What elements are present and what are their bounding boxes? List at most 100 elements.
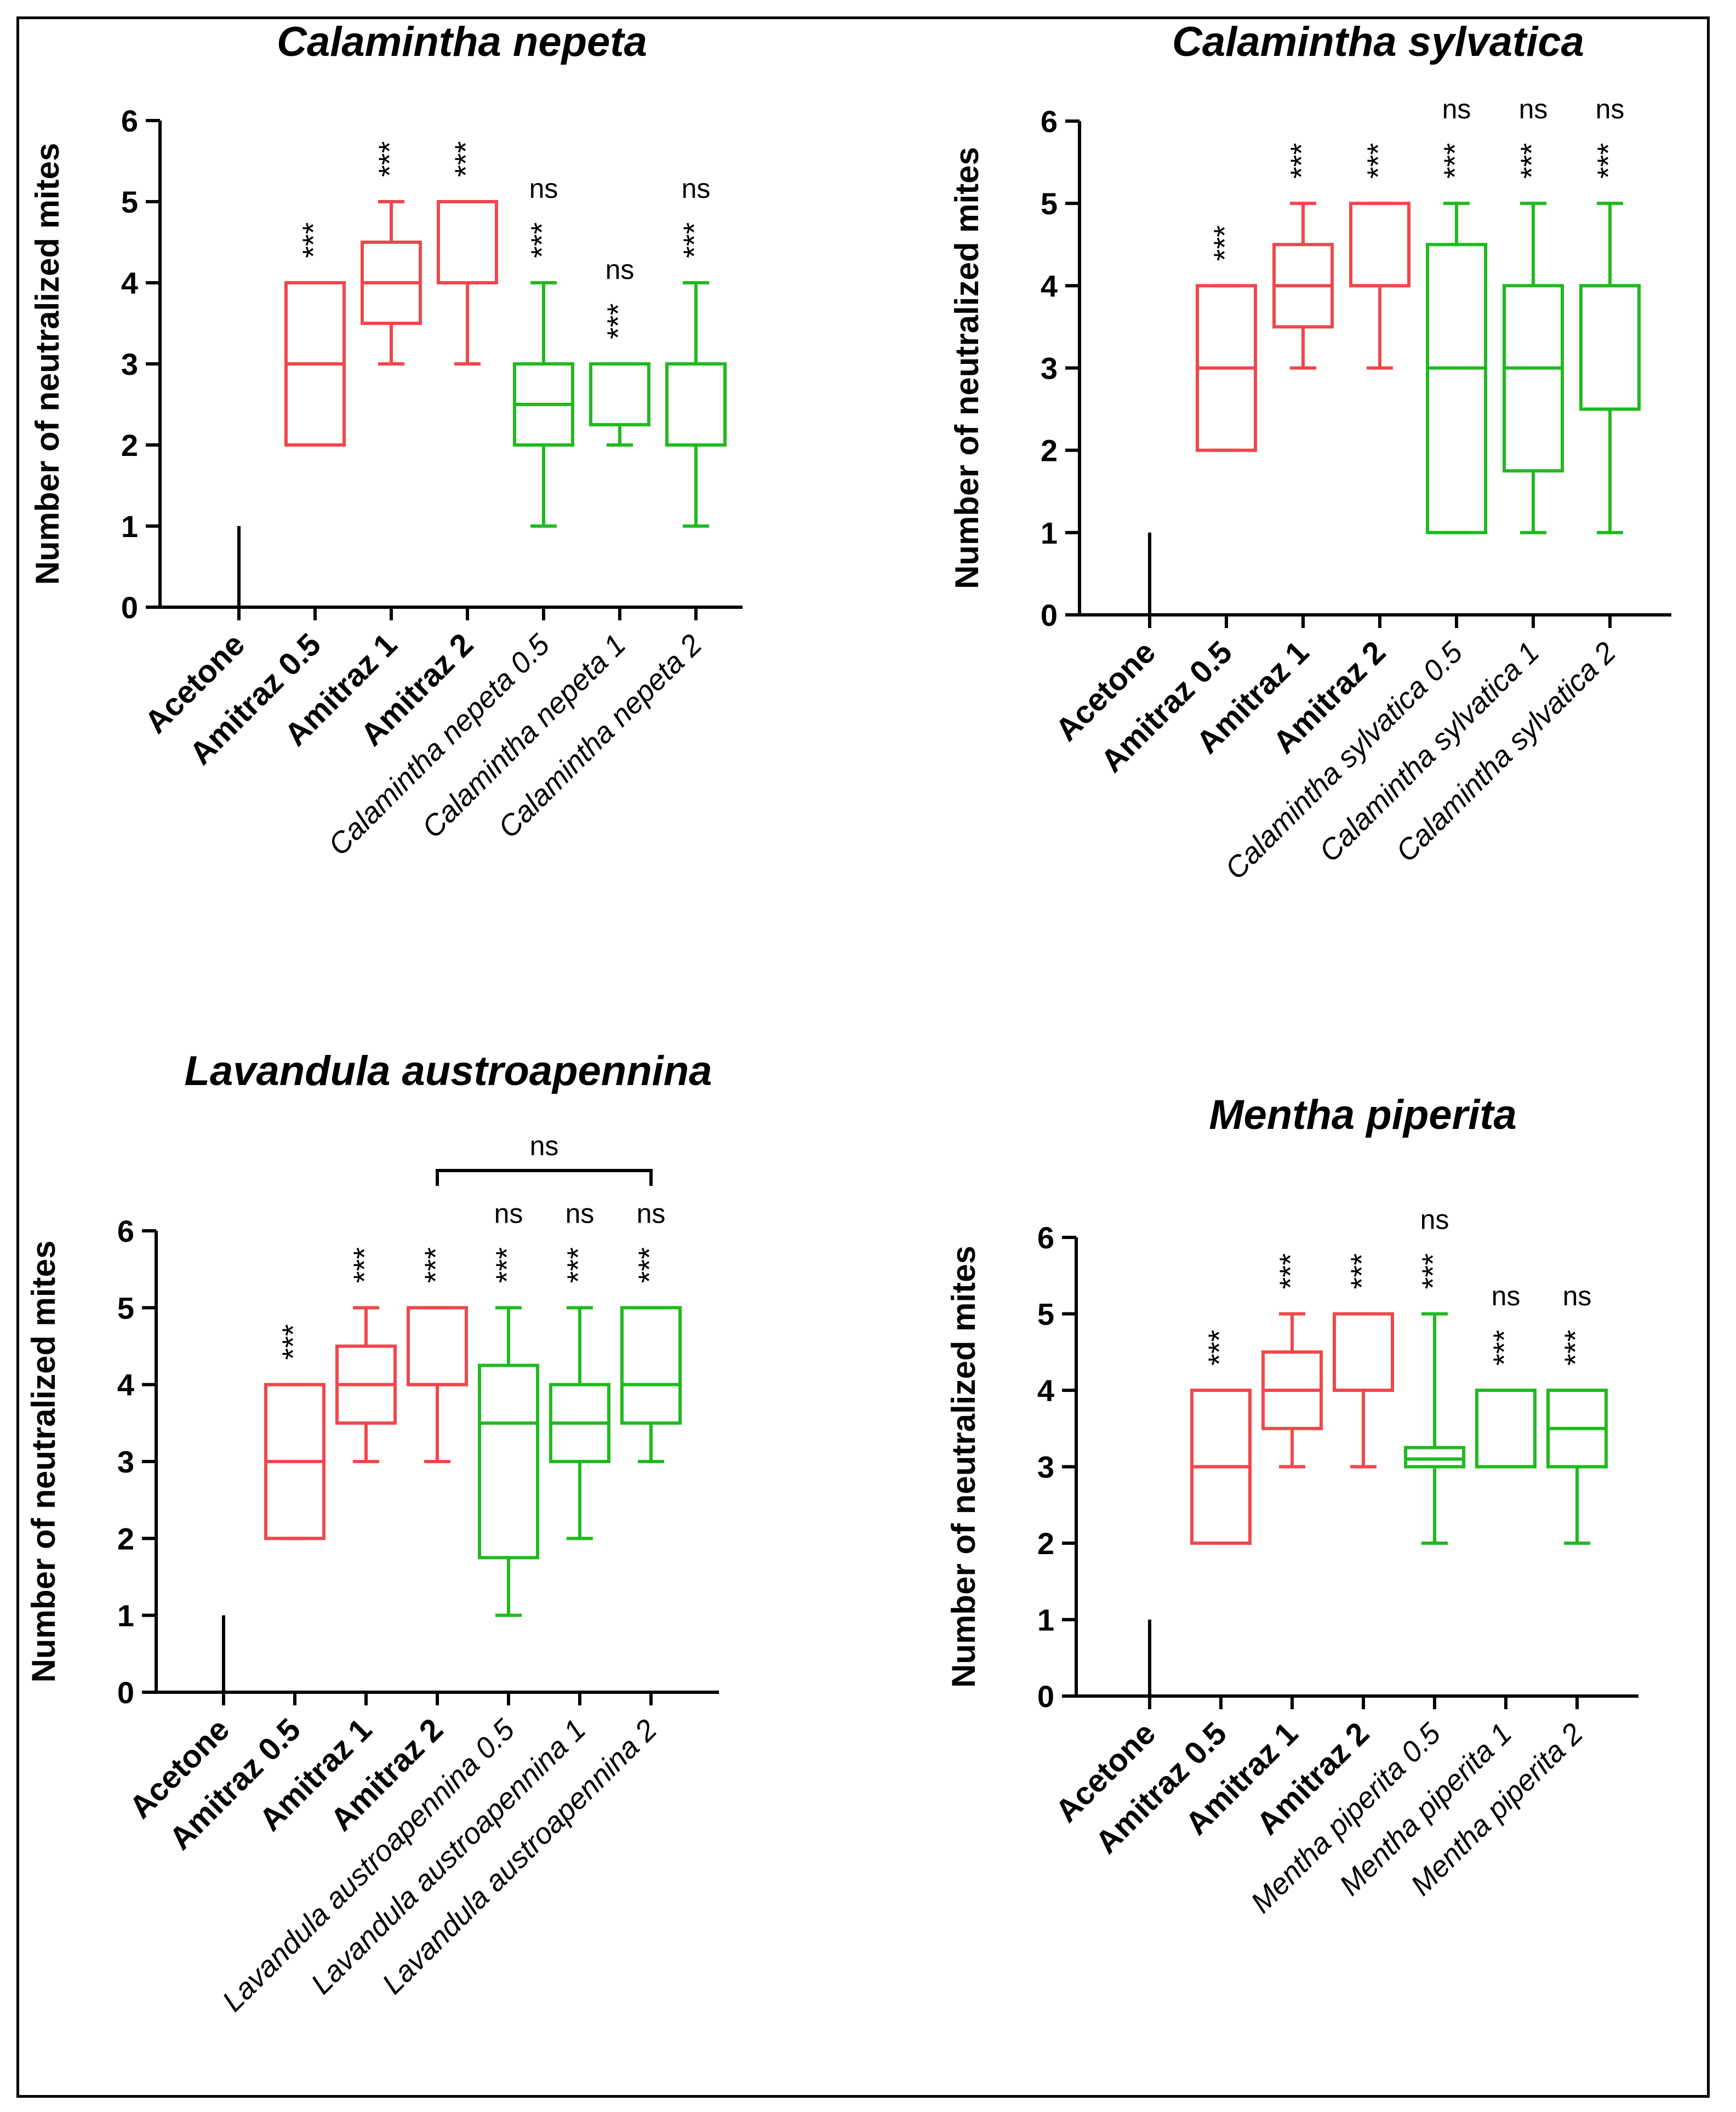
box-plot [478, 1306, 539, 1617]
chart-panel-1: Calamintha nepeta Number of neutralized m… [29, 19, 743, 862]
box-iqr [589, 362, 650, 426]
box-plot [1196, 284, 1257, 452]
significance-label: *** [1487, 1330, 1521, 1366]
comparison-note: ns [682, 173, 711, 204]
box-iqr [1333, 1312, 1394, 1392]
significance-label: *** [1273, 1253, 1307, 1289]
chart-title: Lavandula austroapennina [185, 1048, 712, 1094]
y-tick-label: 3 [1041, 351, 1058, 386]
significance-label: *** [1415, 1253, 1450, 1289]
box-iqr [1475, 1389, 1537, 1469]
significance-label: *** [1361, 143, 1395, 179]
box-plot [205, 1615, 242, 1694]
box-iqr [478, 1363, 539, 1560]
comparison-note: ns [606, 254, 635, 285]
y-tick-label: 1 [1041, 516, 1058, 550]
y-tick-label: 5 [121, 185, 138, 219]
box-plot [284, 281, 346, 447]
significance-label: *** [448, 141, 483, 177]
chart-panel-3: Lavandula austroapennina Number of neutra… [25, 1048, 719, 2018]
comparison-note: ns [1519, 94, 1548, 124]
significance-label: *** [276, 1324, 310, 1360]
y-tick-label: 2 [121, 428, 138, 463]
box-plot [220, 526, 258, 609]
box-plot [1546, 1389, 1608, 1545]
box-plot [665, 281, 727, 528]
significance-label: *** [1344, 1253, 1379, 1289]
y-tick-label: 1 [117, 1599, 134, 1633]
significance-label: *** [561, 1247, 595, 1283]
box-iqr [1426, 243, 1487, 534]
box-iqr [437, 200, 498, 284]
y-tick-label: 3 [121, 347, 138, 381]
comparison-note: ns [1492, 1281, 1521, 1311]
box-plot [361, 200, 422, 366]
comparison-note: ns [1442, 94, 1471, 124]
significance-label: *** [524, 222, 559, 258]
y-tick-label: 0 [121, 590, 138, 625]
significance-label: *** [1202, 1330, 1236, 1366]
box-plot [407, 1306, 468, 1463]
significance-label: *** [1437, 143, 1472, 179]
y-tick-label: 3 [1037, 1450, 1054, 1485]
box-plot [589, 362, 650, 447]
chart-panel-2: Calamintha sylvatica Number of neutralize… [949, 19, 1671, 886]
box-plot [1404, 1312, 1465, 1545]
comparison-note: ns [494, 1198, 523, 1229]
y-tick-label: 6 [121, 104, 138, 138]
box-plot [1131, 532, 1168, 617]
significance-label: *** [1558, 1330, 1592, 1366]
box-plot [1475, 1389, 1537, 1469]
significance-label: *** [1284, 143, 1318, 179]
box-plot [620, 1306, 682, 1463]
box-iqr [1579, 284, 1641, 411]
box-iqr [407, 1306, 468, 1386]
y-axis-label: Number of neutralized mites [945, 1246, 982, 1688]
significance-label: *** [296, 222, 330, 258]
box-plot [1261, 1312, 1323, 1469]
box-iqr [1349, 202, 1410, 288]
significance-label: *** [347, 1247, 381, 1283]
significance-label: *** [372, 141, 407, 177]
box-plot [264, 1383, 326, 1540]
box-plot [549, 1306, 610, 1540]
y-tick-label: 4 [1041, 269, 1058, 303]
significance-label: *** [1591, 143, 1625, 179]
significance-label: *** [418, 1247, 453, 1283]
y-tick-label: 0 [1037, 1679, 1054, 1714]
box-iqr [1404, 1446, 1465, 1469]
y-axis-label: Number of neutralized mites [25, 1241, 62, 1683]
box-plot [1426, 202, 1487, 534]
box-plot [513, 281, 574, 528]
y-tick-label: 2 [117, 1521, 134, 1556]
y-tick-label: 6 [117, 1214, 134, 1248]
figure-frame [16, 16, 1710, 2098]
y-tick-label: 5 [117, 1291, 134, 1325]
comparison-note: ns [1596, 94, 1625, 124]
box-plot [1349, 202, 1410, 370]
box-plot [1503, 202, 1564, 534]
comparison-note: ns [1563, 1281, 1592, 1311]
box-iqr [1503, 284, 1564, 473]
box-iqr [620, 1306, 682, 1425]
y-tick-label: 1 [1037, 1603, 1054, 1637]
box-plot [1579, 202, 1641, 534]
y-tick-label: 4 [117, 1368, 134, 1402]
chart-title: Calamintha nepeta [277, 19, 647, 65]
significance-label: *** [632, 1247, 666, 1283]
y-axis-label: Number of neutralized mites [949, 147, 985, 589]
box-plot [1190, 1389, 1252, 1545]
y-axis-label: Number of neutralized mites [29, 143, 66, 585]
box-iqr [665, 362, 727, 447]
y-tick-label: 4 [1037, 1373, 1054, 1408]
y-tick-label: 2 [1041, 433, 1058, 468]
chart-panel-4: Mentha piperita Number of neutralized mit… [945, 1092, 1638, 1919]
y-tick-label: 2 [1037, 1526, 1054, 1561]
y-tick-label: 5 [1037, 1297, 1054, 1332]
y-tick-label: 4 [121, 266, 138, 300]
comparison-bracket [436, 1169, 653, 1186]
comparison-note: ns [1420, 1205, 1449, 1235]
comparison-note: ns [637, 1198, 666, 1229]
y-tick-label: 6 [1041, 104, 1058, 139]
